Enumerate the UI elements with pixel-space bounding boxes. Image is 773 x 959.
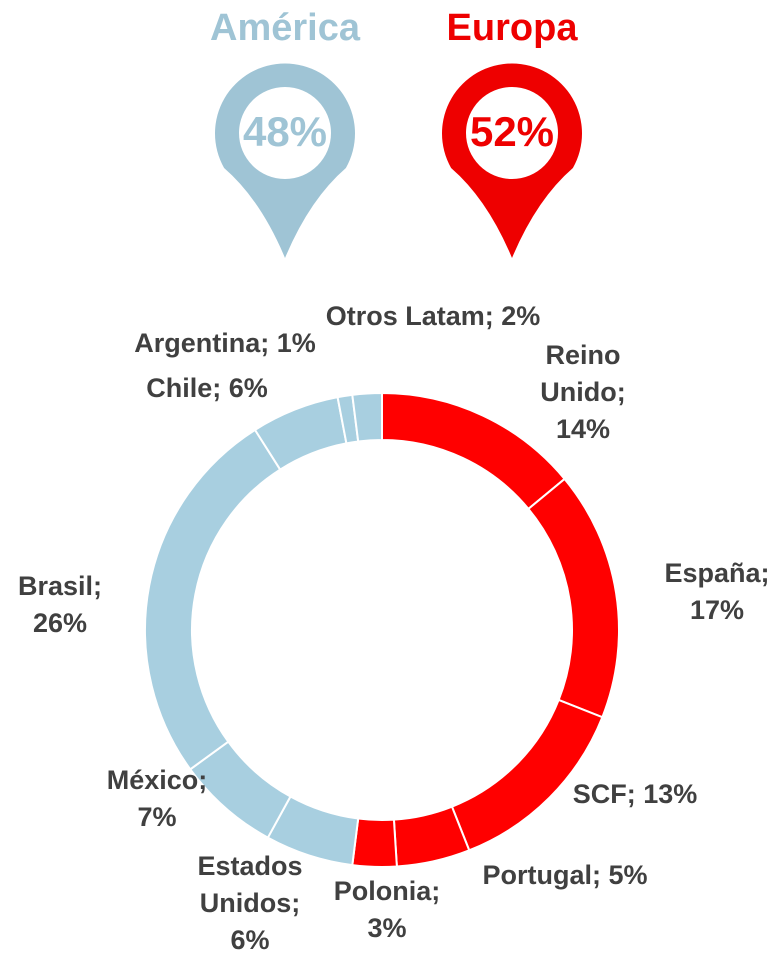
pin-hole bbox=[466, 87, 558, 179]
slice-label: 7% bbox=[137, 802, 176, 832]
slice-label: España; bbox=[664, 558, 769, 588]
slice-label: Portugal; 5% bbox=[482, 860, 647, 890]
slice-label: Unidos; bbox=[200, 888, 301, 918]
slice-label: Unido; bbox=[540, 377, 625, 407]
region-name: Europa bbox=[447, 7, 579, 49]
donut-slice bbox=[351, 391, 383, 443]
slice-label: 26% bbox=[33, 608, 87, 638]
slice-label: 14% bbox=[556, 414, 610, 444]
donut-slice bbox=[526, 477, 620, 719]
slice-label: SCF; 13% bbox=[573, 779, 698, 809]
region-name: América bbox=[210, 7, 361, 49]
slice-label: Estados bbox=[197, 851, 302, 881]
slice-label: 6% bbox=[230, 925, 269, 954]
slice-label: Polonia; bbox=[334, 876, 441, 906]
slice-label: Reino bbox=[545, 340, 620, 370]
region-share: 52% bbox=[470, 108, 554, 155]
donut-slice bbox=[450, 698, 604, 852]
donut-slice bbox=[144, 428, 282, 771]
pin-hole bbox=[239, 87, 331, 179]
donut-slice bbox=[351, 817, 398, 868]
slice-label: Otros Latam; 2% bbox=[326, 301, 541, 331]
slice-label: Chile; 6% bbox=[146, 373, 268, 403]
slice-label: 3% bbox=[367, 913, 406, 943]
slice-label: Brasil; bbox=[18, 571, 102, 601]
slice-label: Argentina; 1% bbox=[134, 328, 316, 358]
slice-label: 17% bbox=[690, 595, 744, 625]
donut-slice bbox=[381, 391, 567, 511]
region-share: 48% bbox=[243, 108, 327, 155]
slice-label: México; bbox=[107, 765, 208, 795]
